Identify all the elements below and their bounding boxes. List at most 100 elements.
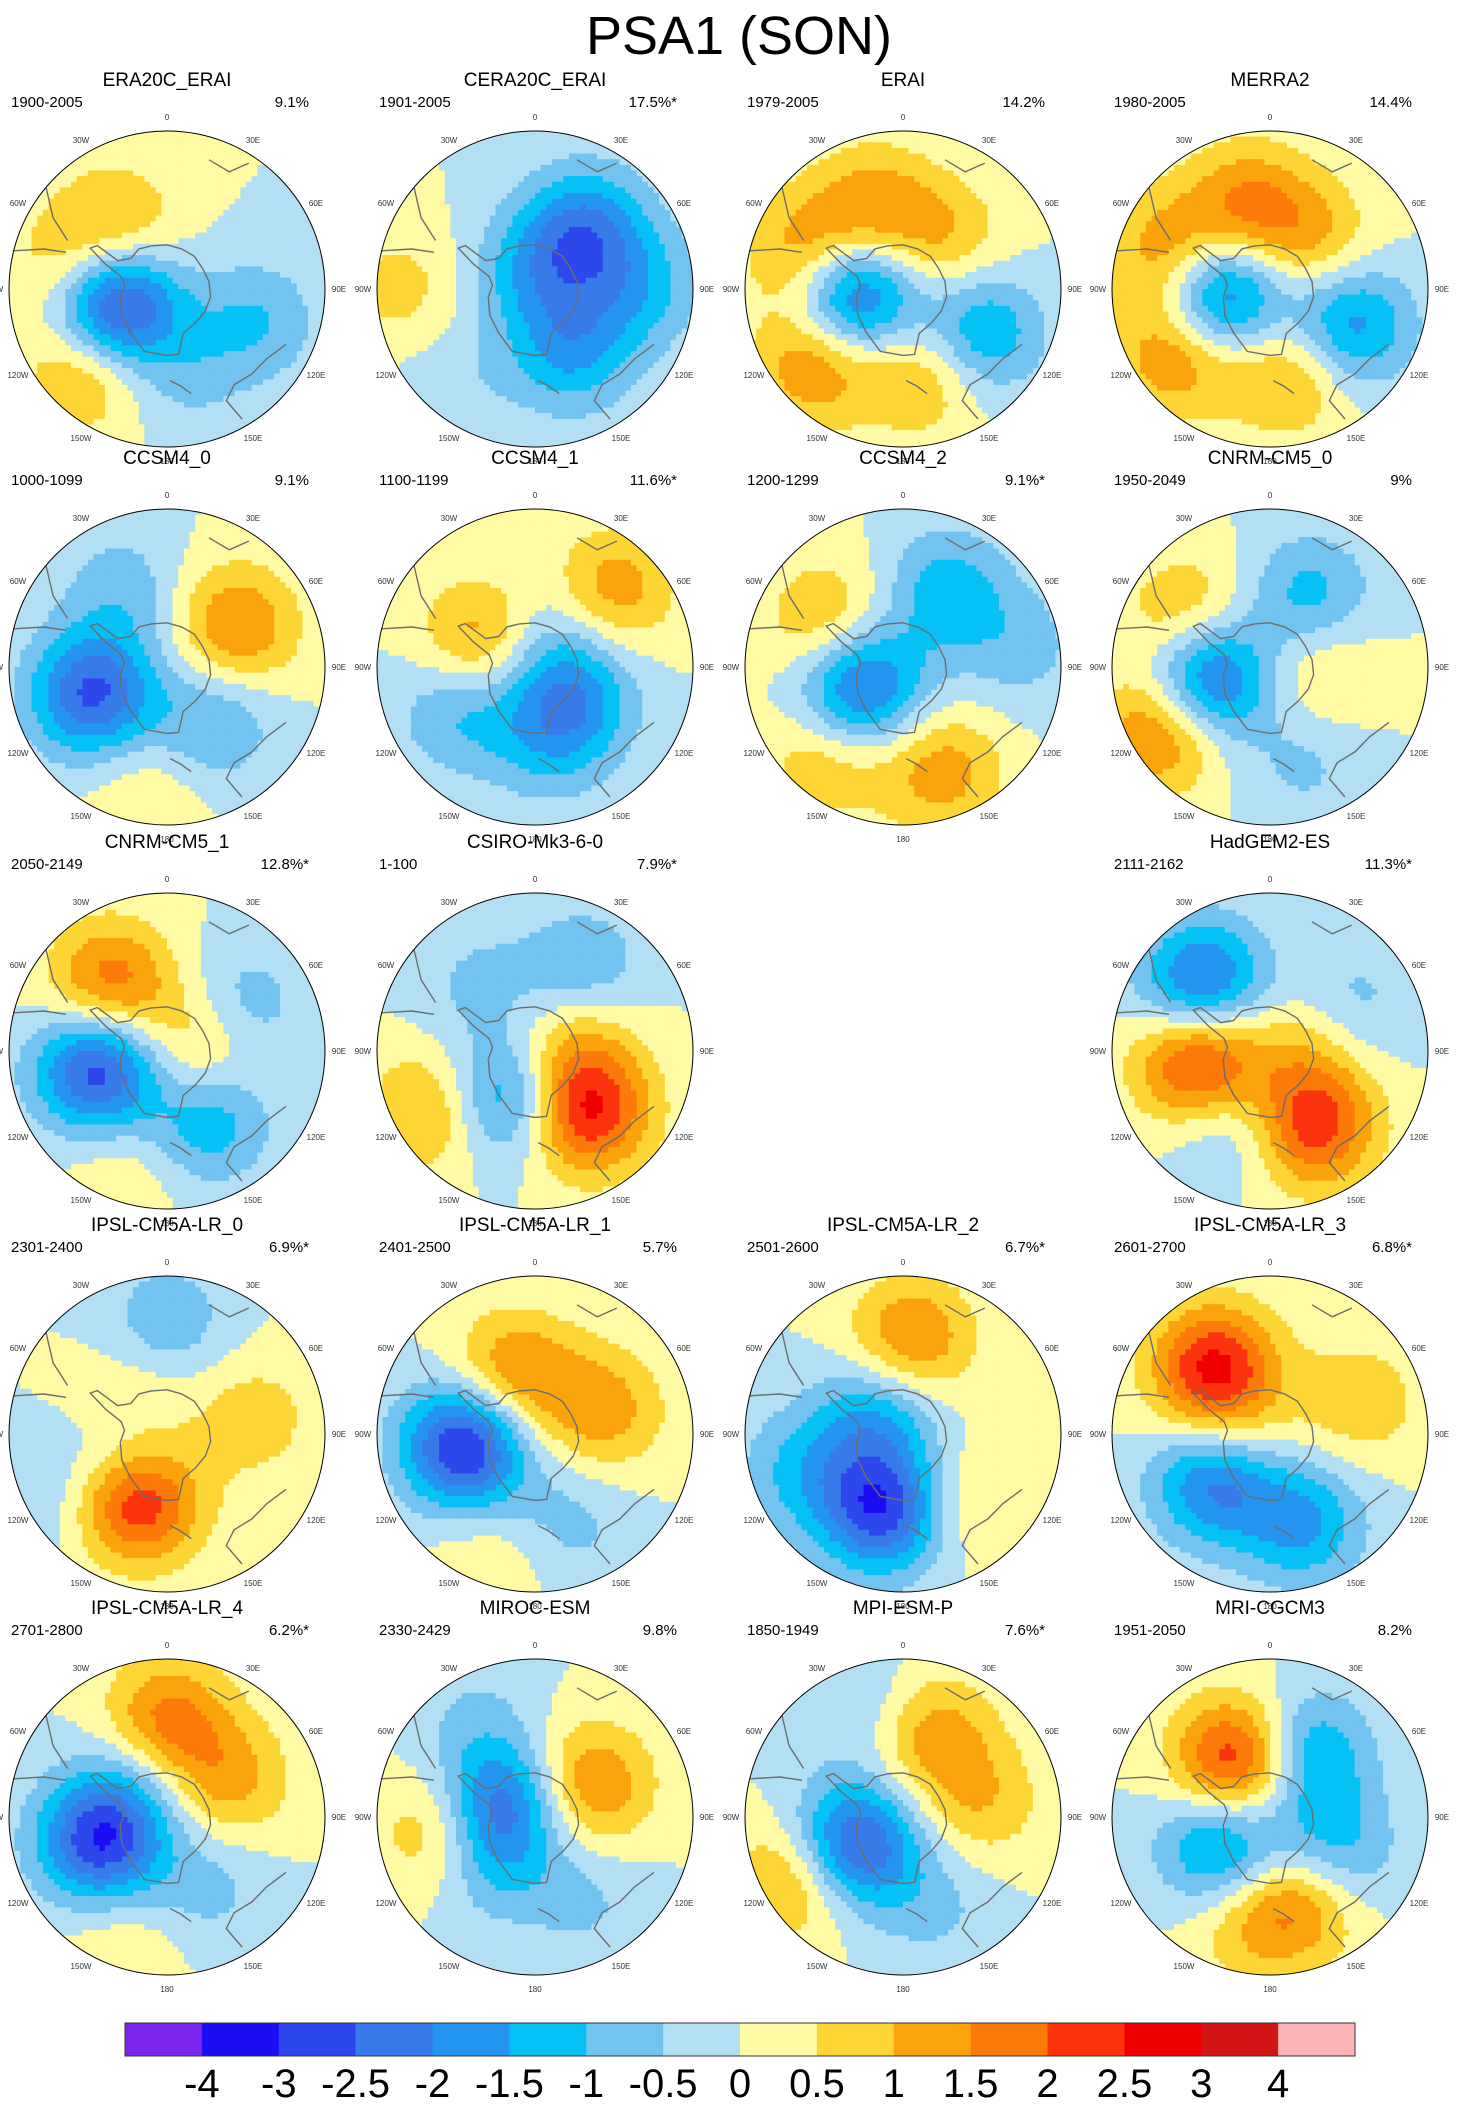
lon-tick-label: 30W [441,136,458,145]
lon-tick-label: 60E [677,1344,691,1353]
panel-period: 1100-1199 [379,472,449,489]
lon-tick-label: 150W [71,1196,92,1205]
lon-tick-label: 150W [1174,1196,1195,1205]
colorbar-label: -2.5 [321,2062,390,2106]
lon-tick-label: 120W [8,1899,29,1908]
colorbar-label: 2 [1036,2062,1058,2106]
lon-tick-label: 60E [1045,577,1059,586]
lon-tick-label: 150W [439,1962,460,1971]
lon-tick-label: 150E [1347,1196,1366,1205]
lon-tick-label: 90E [700,1813,714,1822]
map-panel: 030E60E90E120E150E180150W120W90W60W30WIP… [723,1215,1082,1611]
panel-variance: 8.2% [1378,1622,1412,1639]
map-panel: 030E60E90E120E150E180150W120W90W60W30WMI… [355,1598,714,1994]
lon-tick-label: 30E [614,898,628,907]
lon-tick-label: 30W [1176,1281,1193,1290]
colorbar-swatch [509,2023,586,2056]
lon-tick-label: 30E [1349,1664,1363,1673]
lon-tick-label: 120W [744,371,765,380]
lon-tick-label: 0 [165,875,170,884]
lon-tick-label: 0 [901,1641,906,1650]
lon-tick-label: 0 [165,491,170,500]
colorbar-label: 2.5 [1097,2062,1153,2106]
lon-tick-label: 30E [1349,898,1363,907]
panel-variance: 11.3%* [1365,856,1412,873]
lon-tick-label: 90E [1435,1047,1449,1056]
lon-tick-label: 90E [332,285,346,294]
lon-tick-label: 150W [439,812,460,821]
lon-tick-label: 120E [1043,1899,1062,1908]
lon-tick-label: 60W [10,199,27,208]
lon-tick-label: 30E [246,514,260,523]
lon-tick-label: 90W [355,285,372,294]
panel-title: HadGEM2-ES [1210,832,1330,853]
lon-tick-label: 60W [746,1727,763,1736]
colorbar-swatch [279,2023,356,2056]
lon-tick-label: 30E [246,136,260,145]
lon-tick-label: 90W [0,285,4,294]
lon-tick-label: 150W [1174,812,1195,821]
colorbar-label: 1.5 [943,2062,999,2106]
colorbar-label: -1 [569,2062,605,2106]
lon-tick-label: 150W [439,1196,460,1205]
lon-tick-label: 90W [723,285,740,294]
lon-tick-label: 120E [675,371,694,380]
lon-tick-label: 30W [809,514,826,523]
map-field [1112,893,1429,1210]
map-panel: 030E60E90E120E150E180150W120W90W60W30WMR… [1090,1598,1449,1994]
lon-tick-label: 90E [332,1047,346,1056]
lon-tick-label: 60E [309,1727,323,1736]
lon-tick-label: 60W [378,1727,395,1736]
panel-title: MERRA2 [1230,70,1309,91]
lon-tick-label: 90E [1435,285,1449,294]
lon-tick-label: 60W [1113,199,1130,208]
lon-tick-label: 150W [807,1579,828,1588]
lon-tick-label: 0 [901,1258,906,1267]
panel-period: 2501-2600 [747,1239,819,1256]
lon-tick-label: 60E [1412,1344,1426,1353]
lon-tick-label: 30E [246,898,260,907]
lon-tick-label: 150E [244,1579,263,1588]
map-field [745,1276,1062,1593]
lon-tick-label: 90E [1068,663,1082,672]
lon-tick-label: 60W [378,199,395,208]
lon-tick-label: 150W [71,812,92,821]
map-panel: 030E60E90E120E150E180150W120W90W60W30WIP… [355,1215,714,1611]
panel-period: 1-100 [379,856,417,873]
colorbar-label: 1 [883,2062,905,2106]
lon-tick-label: 120W [376,1133,397,1142]
panel-variance: 7.6%* [1005,1622,1045,1639]
map-field [9,131,326,448]
lon-tick-label: 150E [612,812,631,821]
lon-tick-label: 90E [332,663,346,672]
lon-tick-label: 120W [376,749,397,758]
panel-title: MRI-CGCM3 [1215,1598,1325,1619]
map-field [377,1659,694,1976]
maps-grid: 030E60E90E120E150E180150W120W90W60W30WER… [0,0,1478,2000]
lon-tick-label: 30W [1176,136,1193,145]
lon-tick-label: 60E [1412,1727,1426,1736]
panel-title: CCSM4_0 [123,448,211,469]
colorbar-label: -1.5 [475,2062,544,2106]
lon-tick-label: 60E [677,961,691,970]
lon-tick-label: 0 [533,491,538,500]
lon-tick-label: 90W [0,663,4,672]
panel-variance: 17.5%* [629,94,678,111]
colorbar-label: -4 [184,2062,220,2106]
map-field [377,1276,694,1593]
lon-tick-label: 120E [1410,1899,1429,1908]
lon-tick-label: 0 [1268,113,1273,122]
panel-title: CNRM-CM5_1 [105,832,230,853]
lon-tick-label: 60W [746,577,763,586]
colorbar-swatch [433,2023,510,2056]
lon-tick-label: 150W [807,812,828,821]
lon-tick-label: 120E [307,371,326,380]
lon-tick-label: 120E [1410,1133,1429,1142]
lon-tick-label: 60E [309,961,323,970]
lon-tick-label: 120W [8,371,29,380]
lon-tick-label: 150E [980,434,999,443]
lon-tick-label: 120W [1111,1899,1132,1908]
lon-tick-label: 150E [612,1579,631,1588]
lon-tick-label: 120E [1043,749,1062,758]
lon-tick-label: 120E [1410,1516,1429,1525]
